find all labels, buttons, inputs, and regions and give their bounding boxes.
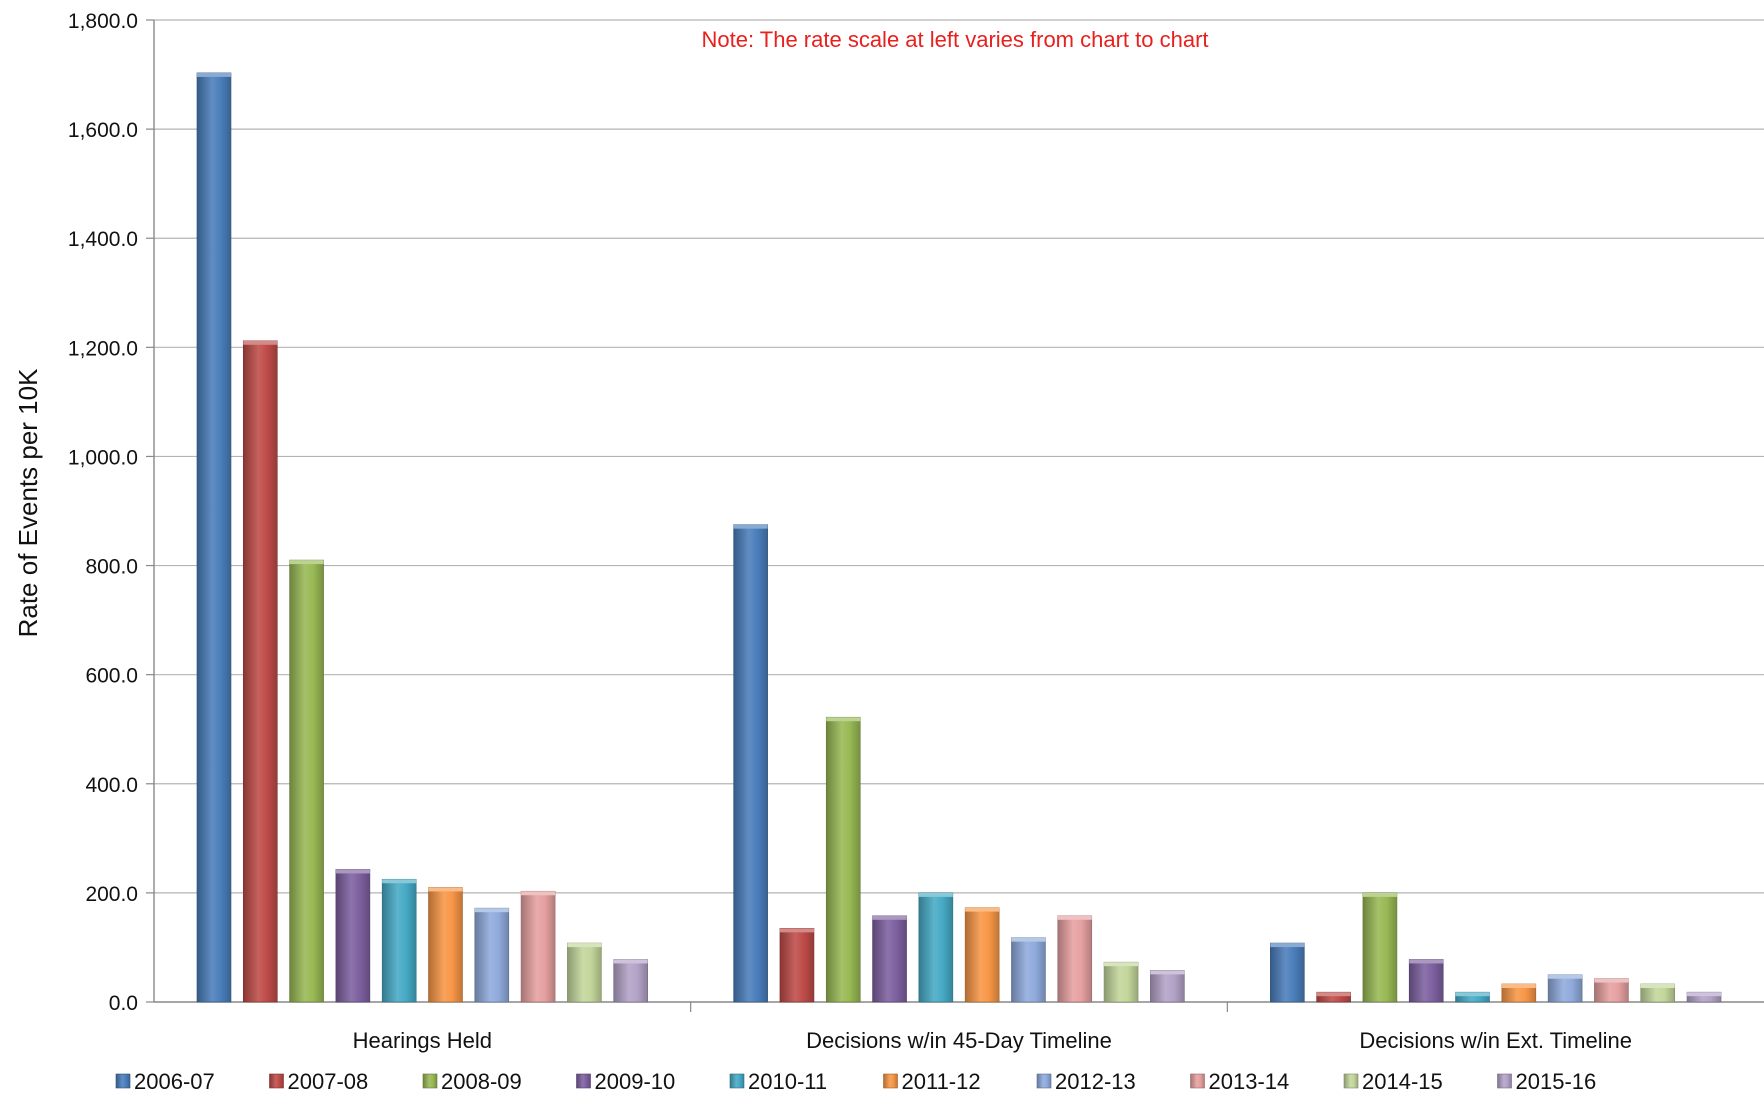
bar-highlight — [1150, 970, 1185, 975]
x-category-label: Decisions w/in 45-Day Timeline — [806, 1028, 1112, 1053]
legend-label: 2011-12 — [902, 1069, 981, 1094]
bar-2012-13-2 — [1547, 974, 1583, 1003]
bar-2008-09-0 — [289, 559, 324, 1003]
y-tick-label: 1,600.0 — [68, 119, 138, 142]
bar-2006-07-2 — [1270, 942, 1305, 1003]
bar-2015-16-0 — [613, 959, 648, 1003]
bar-highlight — [1455, 992, 1490, 997]
legend-label: 2007-08 — [288, 1069, 369, 1094]
bar-highlight — [613, 959, 648, 964]
legend-label: 2014-15 — [1362, 1069, 1443, 1094]
bar-2006-07-1 — [733, 524, 768, 1003]
bar-highlight — [1501, 983, 1536, 988]
bars — [196, 72, 1722, 1003]
legend-label: 2010-11 — [748, 1069, 827, 1094]
bar-highlight — [335, 869, 370, 874]
bar-highlight — [382, 879, 417, 884]
legend-label: 2012-13 — [1055, 1069, 1136, 1094]
y-tick-label: 1,800.0 — [68, 10, 138, 33]
y-tick-label: 1,400.0 — [68, 228, 138, 251]
bar-highlight — [965, 907, 1000, 912]
bar-2009-10-2 — [1408, 959, 1444, 1003]
y-tick-label: 0.0 — [109, 992, 138, 1015]
y-tick-label: 1,200.0 — [68, 337, 138, 360]
legend-label: 2013-14 — [1209, 1069, 1290, 1094]
bar-highlight — [428, 887, 463, 892]
bar-highlight — [1548, 974, 1583, 979]
bar-2013-14-0 — [520, 890, 556, 1003]
bar-2011-12-0 — [428, 887, 463, 1003]
legend-swatch — [576, 1073, 591, 1089]
legend-swatch — [1036, 1073, 1052, 1089]
bar-highlight — [918, 892, 953, 897]
bar-2010-11-1 — [918, 892, 954, 1003]
bar-highlight — [1687, 992, 1722, 997]
y-tick-label: 400.0 — [85, 774, 138, 797]
legend-swatch — [1190, 1073, 1205, 1089]
y-axis-label: Rate of Events per 10K — [13, 368, 43, 637]
bar-highlight — [474, 908, 509, 913]
bar-highlight — [567, 943, 602, 948]
legend-label: 2015-16 — [1516, 1069, 1597, 1094]
bar-2009-10-0 — [335, 869, 371, 1003]
y-tick-label: 600.0 — [85, 665, 138, 688]
legend-label: 2008-09 — [441, 1069, 522, 1094]
bar-highlight — [243, 340, 278, 345]
bar-2014-15-1 — [1103, 961, 1139, 1003]
bar-2011-12-1 — [964, 907, 1000, 1003]
bar-highlight — [1057, 915, 1092, 920]
bar-2010-11-0 — [381, 878, 417, 1003]
bar-highlight — [733, 524, 768, 529]
bar-highlight — [779, 928, 814, 933]
bar-highlight — [1362, 892, 1397, 897]
bar-highlight — [1640, 983, 1675, 988]
bar-highlight — [872, 915, 907, 920]
bar-highlight — [1270, 943, 1305, 948]
chart-note: Note: The rate scale at left varies from… — [701, 27, 1208, 52]
bar-2014-15-0 — [567, 942, 602, 1003]
y-tick-label: 1,000.0 — [68, 446, 138, 469]
bar-2012-13-0 — [474, 907, 510, 1003]
bar-highlight — [1594, 978, 1629, 983]
x-category-label: Hearings Held — [353, 1028, 492, 1053]
bar-2009-10-1 — [872, 915, 907, 1003]
legend-swatch — [115, 1073, 131, 1089]
bar-highlight — [196, 72, 231, 77]
y-tick-label: 200.0 — [85, 883, 138, 906]
legend-swatch — [269, 1073, 284, 1089]
bar-2015-16-1 — [1150, 970, 1185, 1003]
y-tick-label: 800.0 — [85, 556, 138, 579]
legend-swatch — [422, 1073, 438, 1089]
bar-highlight — [1011, 937, 1046, 942]
axes — [146, 19, 1764, 1012]
bar-highlight — [1409, 959, 1444, 964]
gridlines — [154, 19, 1764, 894]
bar-highlight — [289, 560, 324, 565]
bar-2008-09-1 — [825, 716, 861, 1003]
bar-highlight — [826, 717, 861, 722]
legend-label: 2009-10 — [595, 1069, 676, 1094]
legend-swatch — [1343, 1073, 1359, 1089]
bar-highlight — [521, 891, 556, 896]
bar-2012-13-1 — [1011, 937, 1046, 1003]
legend: 2006-07 2007-08 2008-09 2009-10 2010-11 2011-… — [115, 1069, 1597, 1094]
bar-2007-08-0 — [242, 340, 278, 1003]
bar-2013-14-1 — [1057, 915, 1093, 1003]
bar-2008-09-2 — [1362, 892, 1398, 1003]
bar-highlight — [1316, 992, 1351, 997]
legend-swatch — [883, 1073, 898, 1089]
bar-2006-07-0 — [196, 72, 232, 1003]
bar-highlight — [1104, 962, 1139, 967]
legend-swatch — [1497, 1073, 1512, 1089]
bar-2007-08-1 — [779, 928, 815, 1003]
legend-label: 2006-07 — [134, 1069, 215, 1094]
legend-swatch — [729, 1073, 745, 1089]
x-category-label: Decisions w/in Ext. Timeline — [1359, 1028, 1632, 1053]
labels: 0.0 200.0 400.0 600.0 800.0 1,000.0 1,200.0 1,4… — [68, 10, 1632, 1053]
